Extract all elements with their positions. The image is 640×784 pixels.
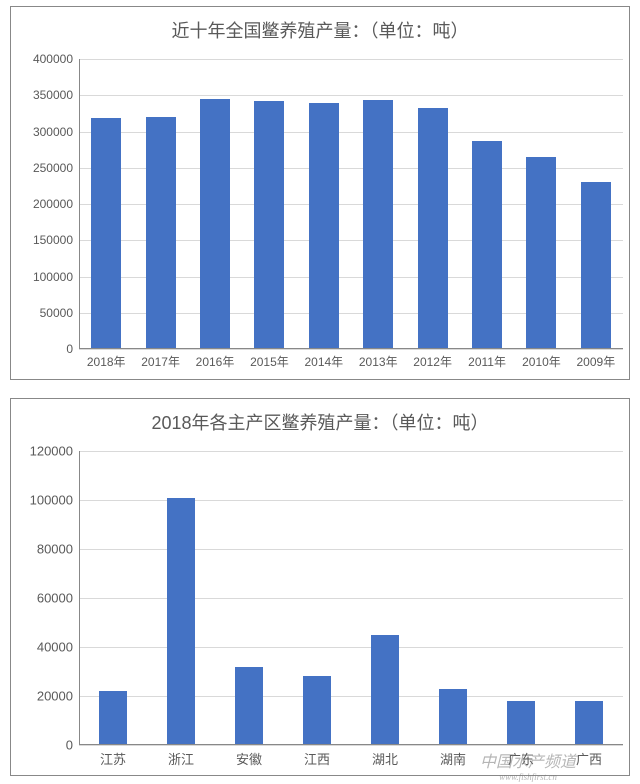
xtick-label: 广东 xyxy=(508,745,534,768)
bar xyxy=(507,701,534,745)
bar xyxy=(418,108,448,349)
chart2-title: 2018年各主产区鳖养殖产量：（单位：吨） xyxy=(11,399,629,435)
bar-slot: 2016年 xyxy=(188,59,242,349)
ytick-label: 250000 xyxy=(33,161,79,175)
xtick-label: 2017年 xyxy=(141,349,180,370)
bar-slot: 湖北 xyxy=(351,451,419,745)
bar xyxy=(167,498,194,745)
bar xyxy=(371,635,398,745)
ytick-label: 40000 xyxy=(37,640,79,655)
xtick-label: 安徽 xyxy=(236,745,262,768)
bar-slot: 2015年 xyxy=(242,59,296,349)
xtick-label: 2018年 xyxy=(87,349,126,370)
chart2-bars: 江苏浙江安徽江西湖北湖南广东广西 xyxy=(79,451,623,745)
ytick-label: 60000 xyxy=(37,591,79,606)
bar-slot: 2011年 xyxy=(460,59,514,349)
ytick-label: 100000 xyxy=(30,493,79,508)
ytick-label: 20000 xyxy=(37,689,79,704)
bar-slot: 安徽 xyxy=(215,451,283,745)
ytick-label: 0 xyxy=(66,342,79,356)
xtick-label: 湖南 xyxy=(440,745,466,768)
bar-slot: 2009年 xyxy=(569,59,623,349)
xtick-label: 2009年 xyxy=(577,349,616,370)
bar-slot: 浙江 xyxy=(147,451,215,745)
bar xyxy=(303,676,330,745)
xtick-label: 2011年 xyxy=(468,349,506,370)
chart1-plot-area: 2018年2017年2016年2015年2014年2013年2012年2011年… xyxy=(79,59,623,349)
bar xyxy=(575,701,602,745)
xtick-label: 江苏 xyxy=(100,745,126,768)
bar xyxy=(309,103,339,350)
chart1-bars: 2018年2017年2016年2015年2014年2013年2012年2011年… xyxy=(79,59,623,349)
ytick-label: 100000 xyxy=(33,270,79,284)
bar xyxy=(235,667,262,745)
bar xyxy=(472,141,502,349)
ytick-label: 200000 xyxy=(33,197,79,211)
ytick-label: 80000 xyxy=(37,542,79,557)
bar-slot: 2014年 xyxy=(297,59,351,349)
xtick-label: 江西 xyxy=(304,745,330,768)
ytick-label: 50000 xyxy=(40,306,79,320)
bar xyxy=(99,691,126,745)
ytick-label: 400000 xyxy=(33,52,79,66)
ytick-label: 350000 xyxy=(33,88,79,102)
xtick-label: 广西 xyxy=(576,745,602,768)
bar-slot: 江苏 xyxy=(79,451,147,745)
bar-slot: 2013年 xyxy=(351,59,405,349)
chart-national-production: 近十年全国鳖养殖产量：（单位：吨） 2018年2017年2016年2015年20… xyxy=(10,6,630,380)
ytick-label: 150000 xyxy=(33,233,79,247)
xtick-label: 湖北 xyxy=(372,745,398,768)
bar xyxy=(200,99,230,349)
xtick-label: 浙江 xyxy=(168,745,194,768)
bar-slot: 2012年 xyxy=(405,59,459,349)
bar-slot: 广东 xyxy=(487,451,555,745)
bar xyxy=(146,117,176,349)
chart-regional-production: 2018年各主产区鳖养殖产量：（单位：吨） 江苏浙江安徽江西湖北湖南广东广西 0… xyxy=(10,398,630,776)
bar-slot: 2017年 xyxy=(133,59,187,349)
bar xyxy=(439,689,466,745)
chart1-y-axis xyxy=(79,59,80,349)
chart1-x-axis xyxy=(79,348,623,349)
xtick-label: 2014年 xyxy=(304,349,343,370)
xtick-label: 2013年 xyxy=(359,349,398,370)
bar-slot: 2018年 xyxy=(79,59,133,349)
chart2-plot-area: 江苏浙江安徽江西湖北湖南广东广西 02000040000600008000010… xyxy=(79,451,623,745)
bar xyxy=(91,118,121,349)
chart1-title: 近十年全国鳖养殖产量：（单位：吨） xyxy=(11,7,629,43)
bar-slot: 湖南 xyxy=(419,451,487,745)
bar xyxy=(363,100,393,349)
ytick-label: 120000 xyxy=(30,444,79,459)
xtick-label: 2015年 xyxy=(250,349,289,370)
gridline xyxy=(79,745,623,746)
bar xyxy=(526,157,556,349)
ytick-label: 0 xyxy=(66,738,79,753)
xtick-label: 2012年 xyxy=(413,349,452,370)
bar-slot: 江西 xyxy=(283,451,351,745)
chart2-y-axis xyxy=(79,451,80,745)
bar xyxy=(581,182,611,349)
chart2-x-axis xyxy=(79,744,623,745)
ytick-label: 300000 xyxy=(33,125,79,139)
xtick-label: 2010年 xyxy=(522,349,561,370)
bar-slot: 2010年 xyxy=(514,59,568,349)
bar xyxy=(254,101,284,349)
xtick-label: 2016年 xyxy=(196,349,235,370)
bar-slot: 广西 xyxy=(555,451,623,745)
